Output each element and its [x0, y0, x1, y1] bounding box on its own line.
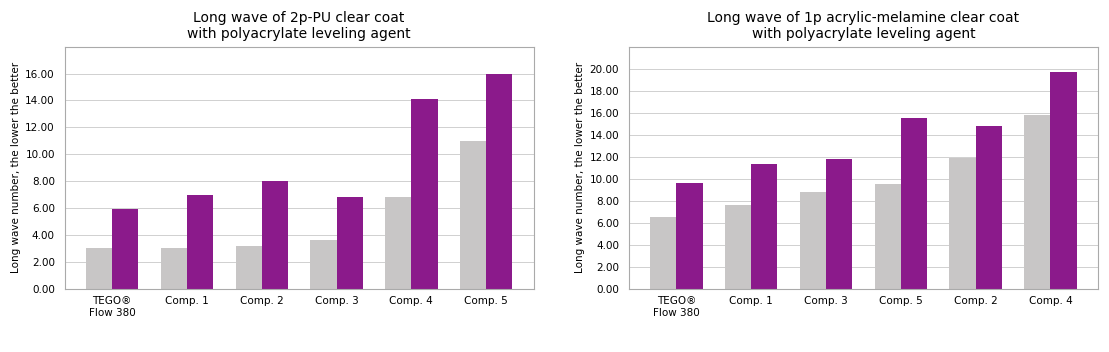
Bar [460, 141, 486, 289]
Bar [751, 164, 777, 289]
Bar [949, 158, 976, 289]
Bar [311, 240, 336, 289]
Bar [85, 248, 112, 289]
Bar [112, 209, 139, 289]
Title: Long wave of 2p-PU clear coat
with polyacrylate leveling agent: Long wave of 2p-PU clear coat with polya… [187, 11, 411, 41]
Bar [161, 248, 187, 289]
Bar [725, 205, 751, 289]
Bar [336, 197, 363, 289]
Bar [486, 74, 512, 289]
Bar [875, 184, 901, 289]
Bar [411, 99, 438, 289]
Bar [385, 197, 411, 289]
Bar [976, 126, 1001, 289]
Bar [1050, 72, 1077, 289]
Bar [676, 183, 702, 289]
Y-axis label: Long wave number, the lower the better: Long wave number, the lower the better [576, 62, 586, 273]
Y-axis label: Long wave number, the lower the better: Long wave number, the lower the better [11, 62, 21, 273]
Bar [235, 246, 262, 289]
Bar [187, 195, 213, 289]
Bar [650, 217, 676, 289]
Bar [800, 192, 826, 289]
Bar [826, 159, 852, 289]
Bar [1025, 115, 1050, 289]
Title: Long wave of 1p acrylic-melamine clear coat
with polyacrylate leveling agent: Long wave of 1p acrylic-melamine clear c… [708, 11, 1019, 41]
Bar [901, 118, 927, 289]
Bar [262, 181, 288, 289]
